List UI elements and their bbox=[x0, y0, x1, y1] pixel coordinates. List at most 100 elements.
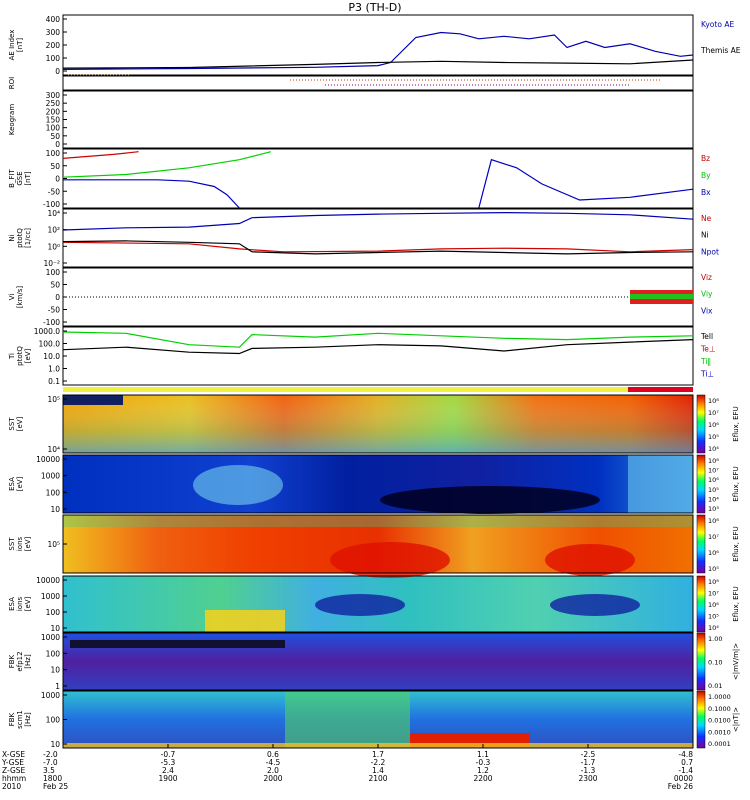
ytick-bfit: 100 bbox=[46, 149, 61, 158]
chart-title: P3 (TH-D) bbox=[348, 1, 401, 14]
ylabel-sst1: [eV] bbox=[16, 416, 24, 431]
ytick-ti: 1000.0 bbox=[34, 327, 60, 336]
time-tick-label: Feb 25 bbox=[43, 782, 68, 791]
spectrogram-sst2-top bbox=[63, 515, 693, 527]
series-ti-ti‖ bbox=[62, 331, 694, 348]
ytick-ae: 200 bbox=[46, 41, 61, 50]
time-tick-label: -0.3 bbox=[476, 758, 491, 767]
ylabel-esa2: ESA bbox=[8, 597, 16, 611]
ylabel-fbk1: efp12 bbox=[16, 651, 24, 671]
time-tick-label: -1.4 bbox=[678, 766, 693, 775]
colorbar-tick: 10⁷ bbox=[708, 590, 719, 598]
spectrogram-fbk2-green bbox=[285, 691, 410, 748]
ytick-ni: 10⁰ bbox=[47, 242, 60, 251]
ytick-ti: 0.1 bbox=[48, 377, 60, 386]
ytick-kxgram: 200 bbox=[46, 107, 61, 116]
ylabel-ni: [1/cc] bbox=[24, 228, 32, 248]
legend-ti: Ti‖ bbox=[700, 357, 711, 366]
ylabel-sst1: SST bbox=[8, 417, 16, 431]
colorbar bbox=[696, 514, 706, 574]
panel-frame-esa2 bbox=[62, 575, 694, 633]
colorbar-tick: 0.0001 bbox=[708, 740, 731, 748]
series-ae-kyoto ae bbox=[62, 31, 694, 70]
ylabel-vi: [km/s] bbox=[16, 286, 24, 309]
spectrogram-esa1-dark bbox=[380, 486, 600, 514]
series-ni-ni bbox=[62, 240, 694, 255]
series-ni-npot bbox=[62, 211, 694, 231]
status-bar bbox=[63, 387, 693, 392]
time-tick-label: 1900 bbox=[158, 774, 177, 783]
legend-vi: Viz bbox=[701, 273, 712, 282]
legend-bfit: Bx bbox=[701, 188, 711, 197]
ylabel-sst2: SST bbox=[8, 537, 16, 551]
ytick-ni: 10⁻² bbox=[43, 259, 60, 268]
time-tick-label: 2.4 bbox=[162, 766, 174, 775]
ylabel-fbk2: scm1 bbox=[16, 710, 24, 729]
time-tick-label: -2.2 bbox=[371, 758, 386, 767]
ytick-fbk2: 1000 bbox=[41, 691, 60, 700]
series-ae-themis ae bbox=[62, 59, 694, 69]
ytick-esa1: 10000 bbox=[36, 455, 60, 464]
series-bfit-bx bbox=[63, 179, 240, 209]
ytick-ti: 100.0 bbox=[39, 340, 61, 349]
ytick-bfit: 0 bbox=[55, 175, 60, 184]
ylabel-fbk1: FBK bbox=[8, 654, 16, 668]
ylabel-kxgram: Keogram bbox=[8, 104, 16, 135]
colorbar-tick: 10⁷ bbox=[708, 533, 719, 541]
time-tick-label: 2300 bbox=[578, 774, 597, 783]
legend-vi: Viy bbox=[701, 290, 713, 299]
ytick-esa2: 100 bbox=[46, 608, 61, 617]
colorbar-tick: 10⁵ bbox=[708, 565, 719, 573]
colorbar-tick: 0.1000 bbox=[708, 705, 731, 713]
colorbar-tick: 10⁶ bbox=[708, 421, 719, 429]
legend-bfit: By bbox=[701, 171, 711, 180]
time-tick-label: 0.6 bbox=[267, 750, 279, 759]
legend-ae: Kyoto AE bbox=[701, 20, 734, 29]
ytick-ae: 300 bbox=[46, 28, 61, 37]
time-tick-label: -1.3 bbox=[581, 766, 596, 775]
spectrogram-esa2-low bbox=[205, 610, 285, 632]
vi-scatter-green bbox=[630, 294, 693, 299]
series-bfit-by bbox=[62, 151, 272, 178]
ylabel-esa2: [eV] bbox=[24, 596, 32, 611]
colorbar bbox=[696, 394, 706, 454]
panel-frame-ti bbox=[62, 326, 694, 386]
time-tick-label: 3.5 bbox=[43, 766, 55, 775]
ytick-vi: -50 bbox=[48, 306, 60, 315]
panel-frame-ni bbox=[62, 208, 694, 268]
ytick-fbk1: 1000 bbox=[41, 633, 60, 642]
colorbar-tick: 10⁶ bbox=[708, 476, 719, 484]
colorbar-tick: 1.0000 bbox=[708, 693, 731, 701]
panel-frame-roi bbox=[62, 75, 694, 91]
colorbar-tick: 0.10 bbox=[708, 659, 722, 667]
colorbar-label: <|mV/m|> bbox=[732, 643, 740, 680]
ytick-esa2: 10000 bbox=[36, 576, 60, 585]
ytick-kxgram: 100 bbox=[46, 124, 61, 133]
time-tick-label: -1.7 bbox=[581, 758, 596, 767]
ytick-fbk2: 10 bbox=[50, 740, 60, 749]
ylabel-ni: Ni bbox=[8, 234, 16, 241]
legend-ae: Themis AE bbox=[700, 46, 741, 55]
legend-ti: Ti⊥ bbox=[700, 370, 714, 379]
status-bar-red bbox=[628, 387, 693, 392]
colorbar-tick: 10⁵ bbox=[708, 613, 719, 621]
time-tick-label: 1.2 bbox=[477, 766, 489, 775]
ytick-sst2: 10⁵ bbox=[47, 540, 60, 549]
time-axis-row-label: 2010 bbox=[2, 782, 21, 791]
series-ni-ne bbox=[62, 241, 694, 253]
colorbar bbox=[696, 575, 706, 633]
ylabel-ti: [eV] bbox=[24, 348, 32, 363]
ylabel-ae: [nT] bbox=[16, 38, 24, 52]
time-tick-label: -7.0 bbox=[43, 758, 58, 767]
ytick-kxgram: 300 bbox=[46, 91, 61, 100]
spectrogram-sst1-overlay bbox=[63, 395, 693, 453]
ylabel-ti: ptotQ bbox=[16, 346, 24, 366]
ytick-fbk2: 100 bbox=[46, 716, 61, 725]
ytick-esa2: 10 bbox=[50, 624, 60, 633]
ytick-bfit: -100 bbox=[43, 200, 60, 209]
spectrogram-sst1-gap bbox=[63, 395, 123, 405]
colorbar-tick: 1.00 bbox=[708, 635, 722, 643]
time-tick-label: Feb 26 bbox=[668, 782, 693, 791]
colorbar-tick: 10⁶ bbox=[708, 601, 719, 609]
ylabel-fbk2: FBK bbox=[8, 712, 16, 726]
